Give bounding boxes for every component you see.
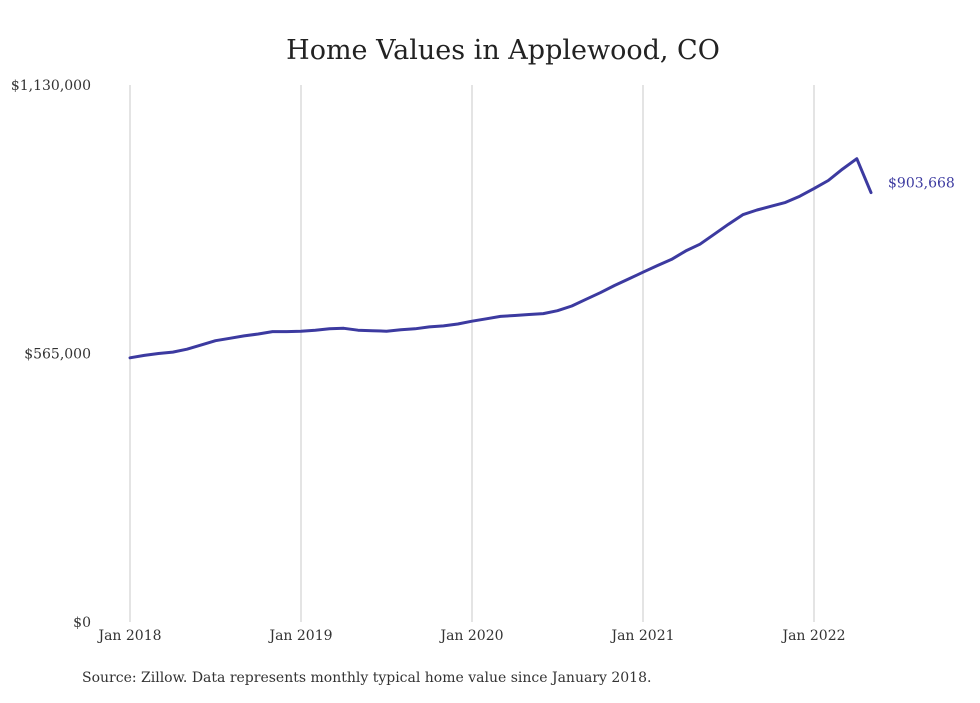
series-layer: $903,668 (128, 157, 955, 360)
x-tick-label: Jan 2018 (96, 628, 161, 644)
end-value-label: $903,668 (888, 176, 955, 192)
x-tick-label: Jan 2020 (438, 628, 503, 644)
y-tick-label: $1,130,000 (11, 78, 91, 94)
chart-title: Home Values in Applewood, CO (286, 35, 720, 66)
y-axis: $0 $565,000 $1,130,000 (11, 78, 91, 631)
source-note: Source: Zillow. Data represents monthly … (82, 670, 651, 686)
x-tick-label: Jan 2022 (780, 628, 845, 644)
x-tick-label: Jan 2019 (267, 628, 332, 644)
series-line (128, 157, 873, 360)
y-tick-label: $0 (73, 615, 91, 631)
y-tick-label: $565,000 (24, 347, 91, 363)
gridlines (129, 85, 815, 622)
x-axis: Jan 2018 Jan 2019 Jan 2020 Jan 2021 Jan 2022 (96, 628, 845, 644)
x-tick-label: Jan 2021 (609, 628, 674, 644)
